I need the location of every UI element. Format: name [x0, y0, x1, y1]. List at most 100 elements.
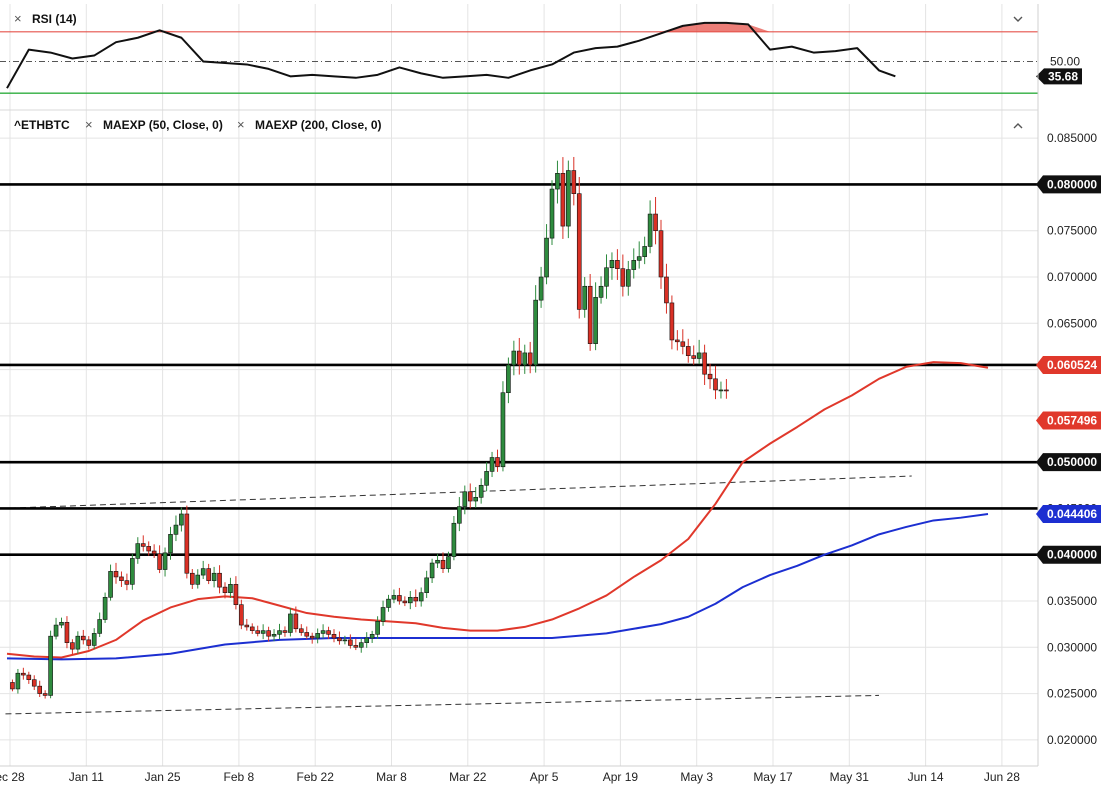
candle-down — [571, 170, 577, 194]
candle-down — [353, 645, 359, 648]
candle-up — [598, 285, 604, 298]
y-tick-label: 0.075000 — [1047, 224, 1097, 238]
candle-up — [696, 352, 702, 359]
y-tick-label: 0.030000 — [1047, 640, 1097, 654]
candle-down — [527, 352, 533, 366]
candle-up — [59, 621, 64, 626]
candle-up — [173, 524, 179, 535]
candle-down — [244, 624, 250, 628]
candle-down — [304, 632, 310, 637]
candle-up — [473, 497, 479, 502]
candle-up — [555, 173, 560, 190]
candle-up — [500, 392, 506, 468]
level-050-badge-label: 0.050000 — [1047, 455, 1097, 469]
candle-down — [707, 373, 713, 380]
ma50-remove-close-icon[interactable]: × — [85, 117, 93, 132]
rsi-line — [6, 21, 896, 89]
candle-up — [718, 389, 724, 392]
candle-down — [669, 302, 675, 341]
horizontal-levels — [0, 183, 1038, 557]
candle-up — [108, 571, 113, 598]
moving-averages — [6, 361, 989, 661]
rsi-collapse-chevron-down-icon[interactable] — [1013, 16, 1023, 22]
ema50-value-badge — [1036, 355, 1101, 374]
candle-up — [342, 639, 348, 642]
x-tick-label: Apr 5 — [530, 770, 559, 784]
x-tick-label: May 31 — [830, 770, 870, 784]
rsi-value-badge — [1036, 68, 1082, 85]
candle-up — [391, 595, 397, 600]
level-040-badge — [1036, 545, 1101, 564]
candle-down — [37, 685, 43, 694]
candle-down — [64, 621, 70, 643]
candle-up — [195, 574, 201, 585]
rsi-close-icon[interactable]: × — [14, 11, 22, 26]
x-tick-label: Feb 22 — [297, 770, 335, 784]
candle-down — [680, 341, 686, 347]
y-tick-label: 0.070000 — [1047, 270, 1097, 284]
candle-down — [675, 339, 680, 343]
x-tick-label: Apr 19 — [603, 770, 639, 784]
x-tick-label: Feb 8 — [224, 770, 255, 784]
candle-up — [369, 634, 375, 639]
candle-down — [146, 546, 151, 552]
y-tick-label: 0.025000 — [1047, 687, 1097, 701]
x-tick-label: Mar 22 — [449, 770, 487, 784]
symbol-label: ^ETHBTC — [14, 118, 70, 132]
rsi-mid-label: 50.00 — [1050, 54, 1080, 68]
candle-up — [277, 630, 282, 635]
grid — [0, 4, 1038, 766]
candle-down — [119, 576, 124, 581]
candle-down — [587, 285, 593, 344]
candle-up — [358, 642, 364, 648]
candle-up — [375, 621, 380, 635]
candle-down — [691, 355, 697, 359]
y-tick-label: 0.020000 — [1047, 733, 1097, 747]
y-tick-label: 0.035000 — [1047, 594, 1097, 608]
candle-up — [102, 596, 108, 620]
candle-up — [522, 352, 528, 366]
candle-up — [538, 276, 544, 301]
candle-down — [348, 639, 353, 646]
candle-down — [560, 173, 566, 227]
candle-down — [615, 260, 620, 269]
candle-down — [10, 682, 15, 690]
candle-down — [217, 572, 222, 588]
candle-up — [604, 267, 609, 287]
candle-down — [21, 672, 26, 676]
candle-up — [135, 543, 141, 559]
last-price-badge-label: 0.057496 — [1047, 413, 1097, 427]
candle-up — [380, 607, 386, 622]
candle-down — [140, 543, 146, 547]
candle-down — [402, 600, 408, 604]
candle-down — [309, 635, 315, 639]
x-tick-label: May 17 — [753, 770, 793, 784]
candle-up — [48, 635, 53, 696]
x-tick-label: Jun 14 — [908, 770, 944, 784]
candle-down — [249, 626, 255, 631]
level-040-badge-label: 0.040000 — [1047, 548, 1097, 562]
candle-down — [206, 568, 211, 581]
candlesticks — [10, 156, 729, 699]
candle-down — [664, 276, 669, 304]
candle-up — [407, 596, 413, 604]
candle-down — [124, 580, 130, 585]
y-tick-label: 0.065000 — [1047, 316, 1097, 330]
x-tick-label: May 3 — [680, 770, 713, 784]
candle-down — [440, 559, 446, 569]
candle-up — [315, 633, 320, 639]
candle-down — [331, 634, 337, 639]
rsi-value-label: 35.68 — [1048, 69, 1078, 83]
rsi-title: RSI (14) — [32, 12, 77, 26]
candle-up — [211, 572, 217, 581]
price-collapse-chevron-up-icon[interactable] — [1013, 123, 1023, 129]
candle-up — [320, 630, 326, 634]
x-tick-label: ec 28 — [0, 770, 25, 784]
ma200-remove-close-icon[interactable]: × — [237, 117, 245, 132]
candle-up — [91, 633, 97, 646]
ema50-line — [6, 361, 989, 659]
candle-up — [631, 260, 637, 270]
candle-down — [516, 350, 522, 366]
candle-up — [15, 672, 21, 690]
